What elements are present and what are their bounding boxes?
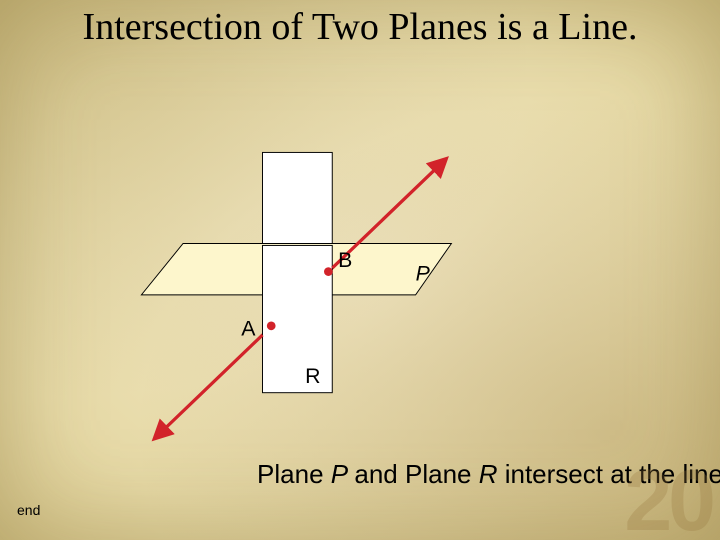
caption-plane-r: R bbox=[479, 459, 505, 489]
point-b bbox=[324, 267, 333, 276]
caption-pre: Plane bbox=[257, 459, 331, 489]
caption-mid: and Plane bbox=[354, 459, 478, 489]
label-r: R bbox=[305, 364, 320, 388]
label-a: A bbox=[241, 317, 256, 341]
intersection-line-left bbox=[158, 335, 263, 435]
planes-diagram: A B P R bbox=[120, 135, 560, 445]
page-number: 20 bbox=[624, 458, 712, 540]
plane-r-back bbox=[263, 152, 333, 245]
label-b: B bbox=[338, 248, 352, 272]
label-p: P bbox=[416, 261, 431, 285]
slide-title: Intersection of Two Planes is a Line. bbox=[0, 6, 720, 50]
slide: Intersection of Two Planes is a Line. A B… bbox=[0, 0, 720, 540]
caption-plane-p: P bbox=[331, 459, 355, 489]
point-a bbox=[267, 321, 276, 330]
end-marker: end bbox=[17, 502, 40, 518]
plane-r-front bbox=[263, 245, 333, 392]
